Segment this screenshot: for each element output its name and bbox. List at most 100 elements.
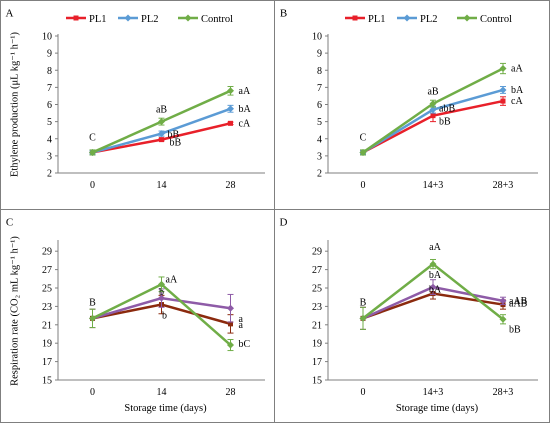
- y-tick-label: 5: [317, 117, 322, 128]
- significance-label: C: [89, 132, 96, 143]
- y-tick-label: 17: [312, 357, 322, 368]
- significance-label: aA: [429, 242, 441, 253]
- y-tick-label: 25: [312, 284, 322, 295]
- significance-label: bA: [239, 104, 252, 115]
- y-tick-label: 4: [317, 134, 322, 145]
- y-tick-label: 17: [42, 357, 52, 368]
- data-point: [227, 304, 234, 312]
- data-point: [228, 120, 233, 126]
- data-point: [227, 87, 234, 95]
- x-tick-label: 28: [226, 387, 236, 398]
- significance-label: bB: [170, 138, 182, 149]
- panel-letter: D: [280, 217, 288, 229]
- panel-A: A 2 3 4 5 6 7 8 9 10 0 14 28 Ethylene production (μL …: [6, 8, 265, 191]
- legend-marker: [463, 14, 471, 22]
- significance-label: bA: [429, 285, 442, 296]
- data-point: [499, 65, 507, 73]
- legend-label: Control: [480, 14, 512, 25]
- y-tick-label: 2: [47, 169, 52, 180]
- significance-label: bB: [509, 324, 521, 335]
- y-tick-label: 3: [317, 151, 322, 162]
- data-point: [429, 260, 437, 268]
- y-tick-label: 8: [47, 66, 52, 77]
- significance-label: b: [162, 311, 167, 322]
- y-tick-label: 19: [42, 339, 52, 350]
- y-axis-label: Respiration rate (CO₂ mL kg⁻¹ h⁻¹): [10, 236, 21, 386]
- significance-label: bA: [511, 85, 524, 96]
- y-tick-label: 4: [47, 134, 52, 145]
- data-point: [429, 283, 437, 291]
- legend-marker: [124, 14, 132, 22]
- y-tick-label: 9: [317, 49, 322, 60]
- y-tick-label: 21: [312, 320, 322, 331]
- x-tick-label: 28: [226, 180, 236, 191]
- significance-label: aB: [427, 87, 438, 98]
- y-tick-label: 27: [312, 265, 322, 276]
- significance-label: aB: [156, 105, 167, 116]
- data-point: [499, 86, 507, 94]
- x-tick-label: 14: [157, 180, 167, 191]
- panel-letter: A: [6, 8, 14, 20]
- data-point: [227, 341, 234, 349]
- data-point: [228, 321, 233, 327]
- data-point: [159, 137, 164, 143]
- data-point: [158, 280, 165, 288]
- data-point: [429, 100, 437, 108]
- legend-label: PL1: [368, 14, 386, 25]
- data-point: [158, 118, 165, 126]
- x-axis-label: Storage time (days): [124, 403, 207, 414]
- significance-label: bA: [429, 270, 442, 281]
- legend-marker: [184, 14, 192, 22]
- data-point: [499, 297, 507, 305]
- x-tick-label: 14+3: [423, 180, 444, 191]
- data-point: [499, 315, 507, 323]
- y-tick-label: 29: [312, 247, 322, 258]
- legend-label: PL1: [89, 14, 107, 25]
- data-point: [89, 314, 96, 322]
- x-axis-label: Storage time (days): [396, 403, 479, 414]
- significance-label: cA: [239, 118, 251, 129]
- x-tick-label: 14: [157, 387, 167, 398]
- legend-label: PL2: [420, 14, 438, 25]
- x-tick-label: 14+3: [423, 387, 444, 398]
- y-tick-label: 9: [47, 49, 52, 60]
- y-tick-label: 23: [42, 302, 52, 313]
- significance-label: a: [239, 314, 244, 325]
- panel-C: C 15 17 19 21 23 25 27 29 0 14 28 Storage time (days…: [6, 217, 265, 414]
- significance-label: a: [239, 320, 244, 331]
- data-point: [430, 113, 436, 119]
- x-tick-label: 0: [361, 387, 366, 398]
- y-tick-label: 19: [312, 339, 322, 350]
- data-point: [227, 105, 234, 113]
- y-tick-label: 15: [312, 376, 322, 387]
- significance-label: bB: [439, 117, 451, 128]
- y-tick-label: 7: [47, 83, 52, 94]
- panel-letter: B: [280, 8, 287, 20]
- y-tick-label: 15: [42, 376, 52, 387]
- significance-label: bC: [239, 339, 251, 350]
- legend-marker: [403, 14, 411, 22]
- y-tick-label: 6: [47, 100, 52, 111]
- significance-label: aA: [239, 86, 251, 97]
- y-tick-label: 10: [312, 32, 322, 43]
- significance-label: cA: [511, 96, 523, 107]
- y-tick-label: 5: [47, 117, 52, 128]
- significance-label: B: [89, 297, 96, 308]
- y-axis-label: Ethylene production (μL kg⁻¹ h⁻¹): [10, 31, 21, 177]
- legend-label: PL2: [141, 14, 159, 25]
- y-tick-label: 8: [317, 66, 322, 77]
- panel-letter: C: [6, 217, 13, 229]
- significance-label: B: [360, 297, 367, 308]
- significance-label: aA: [511, 64, 523, 75]
- significance-label: C: [360, 132, 367, 143]
- y-tick-label: 29: [42, 247, 52, 258]
- significance-label: aA: [166, 274, 178, 285]
- data-point: [429, 106, 437, 114]
- data-point: [359, 314, 367, 322]
- y-tick-label: 21: [42, 320, 52, 331]
- y-tick-label: 10: [42, 32, 52, 43]
- significance-label: bB: [168, 130, 180, 141]
- legend-marker: [73, 15, 79, 21]
